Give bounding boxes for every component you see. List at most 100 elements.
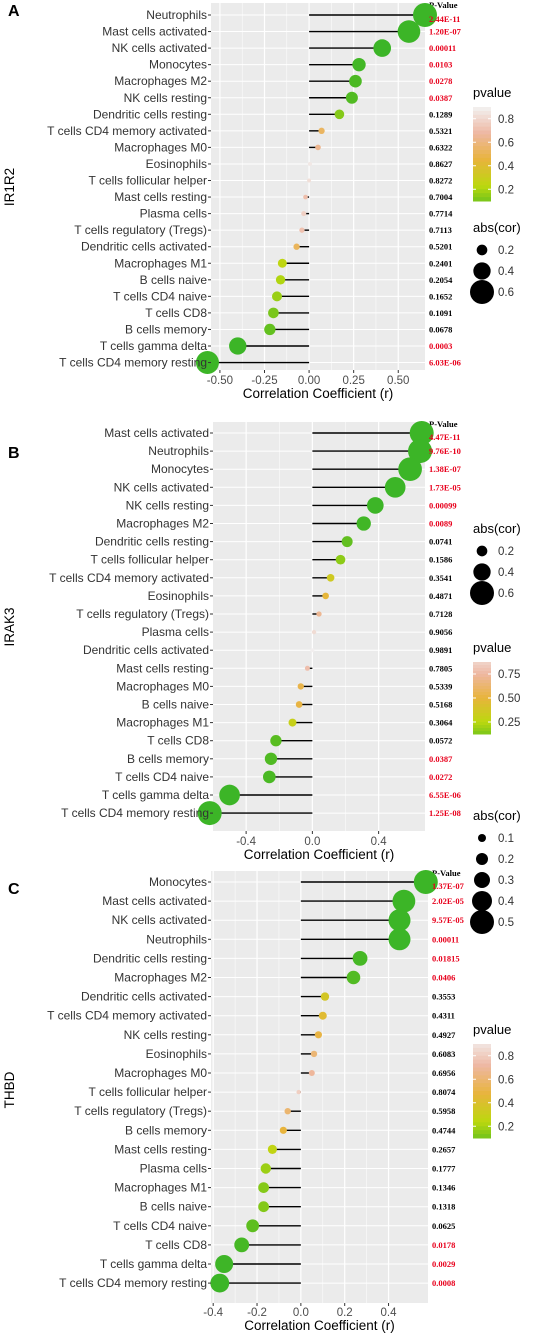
colorbar-segment	[473, 142, 491, 147]
cell-type-label: T cells gamma delta	[100, 339, 207, 353]
cell-type-label: T cells CD4 memory activated	[47, 124, 207, 138]
cell-type-label: T cells gamma delta	[100, 1257, 207, 1271]
lollipop-point	[346, 970, 361, 985]
legend-label: 0.25	[498, 717, 520, 729]
pvalue-label: 0.5168	[429, 700, 452, 710]
legend-size-key	[473, 563, 491, 581]
colorbar-segment	[473, 1091, 491, 1096]
x-tick-label: 0.4	[371, 836, 388, 848]
lollipop-point	[318, 127, 325, 135]
pvalue-label: 0.0387	[429, 93, 453, 103]
legend-size-key	[476, 545, 488, 557]
lollipop-point	[349, 74, 362, 88]
colorbar-segment	[473, 1094, 491, 1100]
lollipop-point	[229, 337, 247, 355]
colorbar-segment	[473, 173, 491, 178]
cell-type-label: T cells CD4 memory activated	[49, 571, 209, 585]
pvalue-label: 0.2401	[429, 258, 452, 268]
cell-type-label: Macrophages M2	[114, 971, 207, 985]
cell-type-label: Macrophages M2	[116, 517, 209, 531]
colorbar-segment	[473, 701, 491, 705]
legend-label: 0.2	[498, 1121, 514, 1133]
y-axis-title: THBD	[2, 1071, 17, 1108]
lollipop-point	[258, 1201, 270, 1213]
legend-size-key	[478, 834, 486, 842]
legend-size-key	[476, 244, 488, 256]
lollipop-point	[388, 909, 411, 932]
pvalue-label: 1.20E-07	[429, 27, 462, 37]
legend-size-key	[470, 280, 494, 304]
pvalue-label: 0.9056	[429, 627, 452, 637]
legend-label: 0.4	[498, 896, 515, 908]
cell-type-label: Mast cells resting	[116, 661, 209, 675]
lollipop-point	[210, 1273, 230, 1293]
colorbar-segment	[473, 1067, 491, 1072]
pvalue-label: 0.0572	[429, 736, 452, 746]
lollipop-point	[275, 275, 286, 285]
colorbar-segment	[473, 193, 491, 198]
pvalue-label: 0.1318	[432, 1202, 455, 1212]
pvalue-label: 0.0278	[429, 76, 452, 86]
plot-background	[211, 3, 425, 370]
colorbar-segment	[473, 677, 491, 681]
x-tick-label: 0.4	[381, 1307, 398, 1319]
lollipop-point	[271, 291, 282, 302]
lollipop-point	[409, 421, 434, 445]
colorbar-segment	[473, 695, 491, 699]
colorbar-segment	[473, 680, 491, 684]
lollipop-point	[320, 992, 330, 1001]
cell-type-label: T cells follicular helper	[91, 553, 210, 567]
lollipop-point	[197, 801, 222, 826]
colorbar-segment	[473, 150, 491, 155]
lollipop-point	[326, 573, 335, 582]
x-axis-title: Correlation Coefficient (r)	[244, 1318, 395, 1333]
legend-size-key	[474, 872, 490, 888]
pvalue-label: 0.7128	[429, 609, 452, 619]
pvalue-label: 0.3553	[432, 992, 455, 1002]
pvalue-label: 0.7004	[429, 192, 453, 202]
colorbar-segment	[473, 728, 491, 732]
x-tick-label: 0.50	[387, 375, 409, 387]
lollipop-point	[322, 592, 329, 600]
colorbar-segment	[473, 1098, 491, 1104]
colorbar-segment	[473, 185, 491, 190]
pvalue-label: 0.6322	[429, 142, 452, 152]
cell-type-label: Eosinophils	[146, 157, 207, 171]
cell-type-label: T cells gamma delta	[102, 788, 209, 802]
cell-type-label: T cells CD4 naive	[113, 289, 207, 303]
colorbar-segment	[473, 665, 491, 669]
colorbar-segment	[473, 722, 491, 726]
pvalue-legend: pvalue 0.8 0.6 0.4 0.2	[473, 1022, 515, 1139]
legend-title: abs(cor)	[473, 521, 521, 536]
cell-type-label: B cells memory	[125, 322, 207, 336]
cell-type-label: Mast cells activated	[102, 894, 207, 908]
pvalue-label: 0.1091	[429, 308, 452, 318]
size-legend: abs(cor) 0.2 0.4 0.6	[470, 220, 521, 304]
cell-type-label: T cells CD4 memory activated	[47, 1009, 207, 1023]
pvalue-label: 0.0406	[432, 973, 455, 983]
lollipop-point	[413, 870, 438, 894]
legend-label: 0.4	[498, 266, 515, 278]
colorbar-segment	[473, 154, 491, 159]
cell-type-label: T cells CD4 memory resting	[59, 1276, 207, 1290]
cell-type-label: T cells CD4 memory resting	[59, 356, 207, 370]
legend-label: 0.50	[498, 693, 520, 705]
x-tick-label: -0.50	[207, 375, 233, 387]
legend-label: 0.6	[498, 137, 514, 149]
colorbar-segment	[473, 126, 491, 131]
cell-type-label: T cells CD4 memory resting	[61, 806, 209, 820]
pvalue-label: 0.00011	[432, 934, 459, 944]
legend-label: 0.5	[498, 917, 514, 929]
lollipop-point	[258, 1182, 270, 1193]
lollipop-point	[262, 770, 276, 784]
pvalue-label: 6.03E-06	[429, 358, 461, 368]
lollipop-point	[345, 91, 358, 104]
pvalue-label: 0.4871	[429, 591, 452, 601]
lollipop-point	[316, 611, 322, 617]
pvalue-label: 0.6083	[432, 1049, 455, 1059]
colorbar-segment	[473, 165, 491, 171]
cell-type-label: NK cells resting	[124, 91, 207, 105]
lollipop-point	[335, 554, 346, 565]
cell-type-label: Neutrophils	[146, 932, 207, 946]
cell-type-label: Eosinophils	[148, 589, 209, 603]
